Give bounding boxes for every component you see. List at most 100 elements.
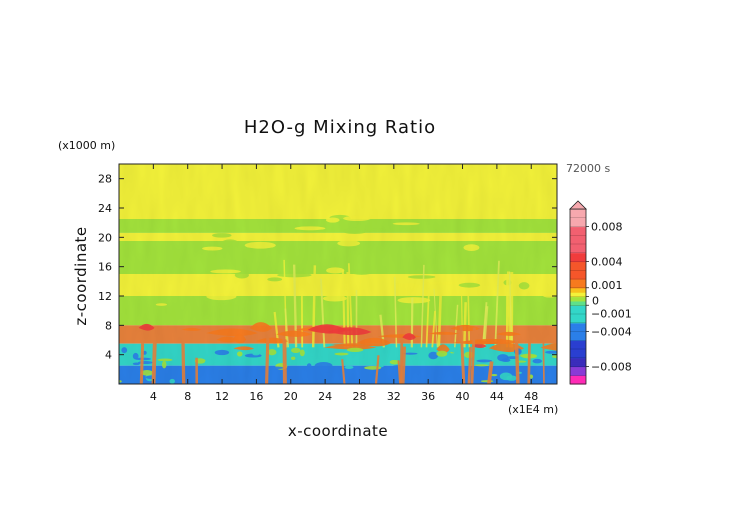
colorbar-tick-label: −0.001 bbox=[591, 307, 632, 320]
colorbar-segment bbox=[570, 233, 586, 236]
colorbar-segment bbox=[570, 209, 586, 212]
colorbar-segment bbox=[570, 309, 586, 313]
colorbar-segment bbox=[570, 270, 586, 274]
x-unit-label: (x1E4 m) bbox=[508, 403, 558, 416]
colorbar-segment bbox=[570, 377, 586, 381]
y-tick-label: 12 bbox=[98, 290, 112, 303]
y-tick-label: 4 bbox=[105, 349, 112, 362]
colorbar-segment bbox=[570, 281, 586, 284]
y-tick-label: 24 bbox=[98, 202, 112, 215]
x-tick-label: 12 bbox=[215, 390, 229, 403]
colorbar-segment bbox=[570, 222, 586, 225]
colorbar-segment bbox=[570, 311, 586, 315]
colorbar-segment bbox=[570, 344, 586, 348]
y-axis-label: z-coordinate bbox=[72, 226, 90, 325]
colorbar-segment bbox=[570, 346, 586, 350]
colorbar-extend-arrow bbox=[569, 200, 587, 210]
colorbar-segment bbox=[570, 244, 586, 247]
colorbar-segment bbox=[570, 357, 586, 361]
x-tick-label: 20 bbox=[284, 390, 298, 403]
colorbar-segment bbox=[570, 342, 586, 346]
x-axis: 4 8 12 16 20 24 28 32 36 40 44 48 bbox=[150, 164, 538, 403]
colorbar-segment bbox=[570, 292, 586, 295]
colorbar-segment bbox=[570, 215, 586, 219]
x-tick-label: 32 bbox=[387, 390, 401, 403]
colorbar-segment bbox=[570, 274, 586, 278]
y-tick-label: 20 bbox=[98, 231, 112, 244]
colorbar-segment bbox=[570, 329, 586, 333]
colorbar-segment bbox=[570, 370, 586, 374]
colorbar-segment bbox=[570, 327, 586, 330]
colorbar-segment bbox=[570, 381, 586, 385]
colorbar-segment bbox=[570, 318, 586, 322]
colorbar-segment bbox=[570, 335, 586, 339]
colorbar-segment bbox=[570, 263, 586, 267]
colorbar-segment bbox=[570, 353, 586, 357]
colorbar-segment bbox=[570, 285, 586, 289]
colorbar-tick-label: 0.004 bbox=[591, 256, 623, 269]
colorbar-segment bbox=[570, 213, 586, 217]
colorbar-segment bbox=[570, 211, 586, 214]
colorbar-segment bbox=[570, 355, 586, 359]
colorbar-segment bbox=[570, 368, 586, 372]
colorbar-segment bbox=[570, 349, 586, 352]
colorbar-segment bbox=[570, 324, 586, 328]
colorbar-segment bbox=[570, 320, 586, 324]
colorbar-segment bbox=[570, 241, 586, 245]
colorbar-segment bbox=[570, 259, 586, 263]
colorbar-segment bbox=[570, 375, 586, 379]
colorbar-segment bbox=[570, 314, 586, 317]
y-tick-label: 8 bbox=[105, 319, 112, 332]
colorbar-segment bbox=[570, 351, 586, 354]
colorbar-segment bbox=[570, 248, 586, 252]
colorbar-segment bbox=[570, 276, 586, 280]
x-tick-label: 48 bbox=[524, 390, 538, 403]
colorbar-segment bbox=[570, 217, 586, 221]
colorbar-segment bbox=[570, 379, 586, 383]
colorbar-segment bbox=[570, 246, 586, 249]
x-tick-label: 4 bbox=[150, 390, 157, 403]
colorbar-segment bbox=[570, 254, 586, 258]
colorbar-tick-label: 0.001 bbox=[591, 279, 623, 292]
colorbar-segment bbox=[570, 322, 586, 326]
x-tick-label: 16 bbox=[249, 390, 263, 403]
x-tick-label: 36 bbox=[421, 390, 435, 403]
colorbar-segment bbox=[570, 265, 586, 269]
colorbar-segment bbox=[570, 224, 586, 228]
colorbar-segment bbox=[570, 300, 586, 304]
colorbar-segment bbox=[570, 230, 586, 234]
colorbar-tick-label: 0 bbox=[592, 295, 599, 308]
colorbar-segment bbox=[570, 294, 586, 298]
chart-title: H2O-g Mixing Ratio bbox=[244, 117, 436, 138]
colorbar-segment bbox=[570, 283, 586, 287]
x-tick-label: 24 bbox=[318, 390, 332, 403]
x-tick-label: 40 bbox=[456, 390, 470, 403]
heatmap-field bbox=[119, 164, 557, 384]
y-axis: 4 8 12 16 20 24 28 bbox=[98, 173, 557, 362]
colorbar-tick-label: −0.004 bbox=[591, 326, 632, 339]
colorbar-segment bbox=[570, 239, 586, 243]
colorbar-segment bbox=[570, 362, 586, 365]
colorbar: 0.008 0.004 0.001 0−0.001 −0.004 −0.008 bbox=[569, 200, 632, 385]
x-axis-label: x-coordinate bbox=[288, 422, 388, 440]
colorbar-segment bbox=[570, 250, 586, 254]
colorbar-segment bbox=[570, 279, 586, 282]
colorbar-segment bbox=[570, 373, 586, 376]
y-tick-label: 28 bbox=[98, 173, 112, 186]
colorbar-tick-label: 0.008 bbox=[591, 221, 623, 234]
colorbar-segment bbox=[570, 235, 586, 239]
colorbar-segment bbox=[570, 298, 586, 302]
colorbar-segment bbox=[570, 364, 586, 368]
colorbar-segment bbox=[570, 289, 586, 293]
colorbar-segment bbox=[570, 257, 586, 260]
colorbar-segment bbox=[570, 316, 586, 319]
colorbar-segment bbox=[570, 305, 586, 309]
colorbar-segment bbox=[570, 226, 586, 230]
field-texture bbox=[119, 164, 557, 384]
colorbar-segment bbox=[570, 252, 586, 256]
x-tick-label: 8 bbox=[184, 390, 191, 403]
colorbar-segment bbox=[570, 237, 586, 241]
colorbar-segment bbox=[570, 307, 586, 311]
colorbar-segment bbox=[570, 338, 586, 341]
